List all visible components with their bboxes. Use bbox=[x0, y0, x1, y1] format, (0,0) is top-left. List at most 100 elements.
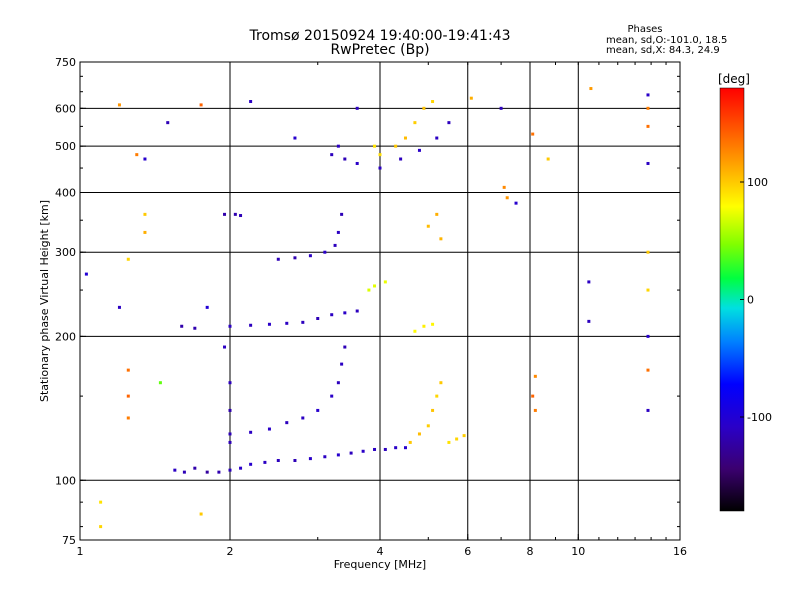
echo-point bbox=[373, 447, 377, 451]
echo-point bbox=[413, 121, 417, 125]
echo-point bbox=[499, 106, 503, 110]
echo-point bbox=[249, 430, 253, 434]
echo-point bbox=[373, 144, 377, 148]
echo-point bbox=[514, 201, 518, 205]
colorbar-tick-label: 100 bbox=[747, 176, 768, 189]
echo-point bbox=[143, 157, 147, 161]
echo-point bbox=[455, 437, 459, 441]
echo-point bbox=[589, 87, 593, 91]
echo-point bbox=[293, 136, 297, 140]
echo-point bbox=[267, 427, 271, 431]
echo-point bbox=[223, 345, 227, 349]
echo-point bbox=[205, 470, 209, 474]
echo-point bbox=[349, 451, 353, 455]
echo-point bbox=[355, 161, 359, 165]
echo-point bbox=[383, 280, 387, 284]
echo-point bbox=[233, 212, 237, 216]
y-tick-label: 300 bbox=[55, 246, 76, 259]
x-tick-label: 2 bbox=[227, 545, 234, 558]
echo-point bbox=[469, 96, 473, 100]
echo-point bbox=[587, 280, 591, 284]
echo-point bbox=[439, 237, 443, 241]
y-axis-label: Stationary phase Virtual Height [km] bbox=[38, 200, 51, 402]
echo-point bbox=[447, 121, 451, 125]
echo-point bbox=[126, 416, 130, 420]
echo-point bbox=[646, 334, 650, 338]
x-tick-label: 1 bbox=[77, 545, 84, 558]
echo-point bbox=[462, 434, 466, 438]
echo-point bbox=[143, 230, 147, 234]
legend-x-mode: mean, sd,X: 84.3, 24.9 bbox=[606, 45, 720, 56]
echo-point bbox=[84, 272, 88, 276]
echo-point bbox=[340, 362, 344, 366]
echo-point bbox=[199, 103, 203, 107]
y-tick-label: 75 bbox=[62, 534, 76, 547]
echo-point bbox=[343, 345, 347, 349]
echo-point bbox=[135, 153, 139, 157]
echo-point bbox=[193, 466, 197, 470]
echo-point bbox=[228, 432, 232, 436]
echo-point bbox=[316, 316, 320, 320]
echo-point bbox=[531, 132, 535, 136]
echo-point bbox=[276, 458, 280, 462]
colorbar-label: [deg] bbox=[718, 72, 750, 86]
echo-point bbox=[367, 288, 371, 292]
echo-point bbox=[394, 446, 398, 450]
echo-point bbox=[228, 381, 232, 385]
echo-point bbox=[126, 257, 130, 261]
echo-point bbox=[336, 144, 340, 148]
x-tick-label: 6 bbox=[464, 545, 471, 558]
echo-point bbox=[447, 440, 451, 444]
echo-point bbox=[99, 525, 103, 529]
echo-point bbox=[431, 322, 435, 326]
echo-point bbox=[166, 121, 170, 125]
y-tick-label: 600 bbox=[55, 102, 76, 115]
echo-point bbox=[413, 329, 417, 333]
echo-point bbox=[199, 512, 203, 516]
y-axis: 75 100 200 300 400 500 600 750 bbox=[55, 56, 680, 547]
echo-point bbox=[228, 468, 232, 472]
echo-points bbox=[84, 87, 650, 529]
echo-point bbox=[431, 100, 435, 104]
x-axis: 1 2 4 6 8 10 16 bbox=[77, 62, 687, 558]
echo-point bbox=[399, 157, 403, 161]
echo-point bbox=[435, 212, 439, 216]
echo-point bbox=[228, 324, 232, 328]
echo-point bbox=[408, 440, 412, 444]
x-tick-label: 16 bbox=[673, 545, 687, 558]
echo-point bbox=[646, 288, 650, 292]
echo-point bbox=[646, 93, 650, 97]
echo-point bbox=[308, 457, 312, 461]
colorbar-tick-label: 0 bbox=[747, 294, 754, 307]
echo-point bbox=[126, 394, 130, 398]
echo-point bbox=[228, 440, 232, 444]
echo-point bbox=[417, 432, 421, 436]
echo-point bbox=[223, 212, 227, 216]
echo-point bbox=[180, 324, 184, 328]
y-tick-label: 400 bbox=[55, 186, 76, 199]
echo-point bbox=[249, 462, 253, 466]
echo-point bbox=[293, 256, 297, 260]
echo-point bbox=[422, 324, 426, 328]
echo-point bbox=[308, 254, 312, 258]
echo-point bbox=[158, 381, 162, 385]
echo-point bbox=[587, 319, 591, 323]
echo-point bbox=[217, 470, 221, 474]
echo-point bbox=[394, 144, 398, 148]
echo-point bbox=[422, 106, 426, 110]
echo-point bbox=[249, 323, 253, 327]
y-tick-label: 200 bbox=[55, 330, 76, 343]
echo-point bbox=[117, 305, 121, 309]
echo-point bbox=[646, 161, 650, 165]
echo-point bbox=[173, 468, 177, 472]
echo-point bbox=[293, 458, 297, 462]
echo-point bbox=[646, 368, 650, 372]
colorbar-ticks: 100 0 -100 bbox=[740, 176, 772, 424]
echo-point bbox=[426, 224, 430, 228]
echo-point bbox=[343, 311, 347, 315]
echo-point bbox=[646, 408, 650, 412]
echo-point bbox=[431, 408, 435, 412]
echo-point bbox=[205, 305, 209, 309]
echo-point bbox=[228, 408, 232, 412]
